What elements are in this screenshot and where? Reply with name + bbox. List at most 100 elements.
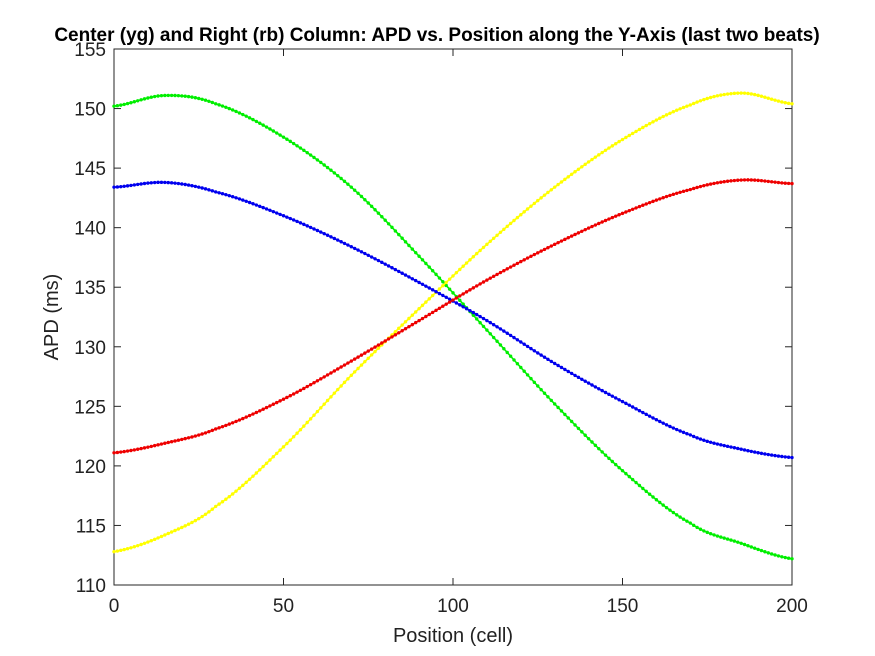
data-point: [664, 423, 669, 427]
data-point: [705, 96, 709, 101]
data-point: [214, 504, 218, 509]
data-point: [647, 121, 652, 126]
data-point: [390, 225, 394, 230]
data-point: [302, 222, 306, 227]
data-point: [719, 180, 723, 184]
data-point: [502, 329, 506, 333]
data-point: [325, 398, 330, 403]
data-point: [305, 150, 309, 155]
data-point: [115, 549, 120, 553]
data-point: [410, 313, 415, 317]
data-point: [414, 250, 418, 255]
data-point: [522, 210, 526, 214]
data-point: [251, 202, 255, 206]
data-point: [729, 445, 733, 449]
data-point: [261, 123, 265, 127]
data-point: [288, 139, 292, 144]
data-point: [766, 452, 770, 457]
data-point: [505, 350, 509, 355]
data-point: [166, 93, 170, 98]
series-3: [112, 180, 794, 460]
data-point: [163, 441, 167, 445]
data-point: [546, 190, 550, 195]
data-point: [478, 248, 482, 253]
data-point: [139, 98, 143, 102]
data-point: [285, 441, 289, 446]
data-point: [563, 177, 567, 182]
data-point: [756, 547, 760, 552]
data-point: [186, 94, 191, 99]
data-point: [414, 320, 418, 325]
data-point: [471, 310, 476, 315]
data-point: [291, 435, 296, 439]
data-point: [498, 343, 503, 347]
data-point: [668, 193, 672, 198]
data-point: [647, 492, 652, 496]
data-point: [349, 359, 353, 363]
data-point: [553, 402, 557, 406]
data-point: [478, 321, 482, 325]
data-point: [285, 215, 289, 219]
data-point: [573, 170, 577, 174]
data-point: [217, 426, 221, 430]
data-point: [708, 182, 713, 186]
data-point: [139, 446, 143, 451]
data-point: [691, 101, 696, 106]
data-point: [427, 265, 431, 269]
x-tick-label: 100: [437, 596, 469, 617]
data-point: [386, 222, 391, 226]
data-point: [241, 416, 245, 421]
data-point: [200, 97, 204, 101]
data-point: [532, 380, 537, 385]
data-point: [366, 356, 370, 360]
data-point: [142, 541, 147, 545]
data-point: [217, 103, 221, 107]
data-point: [237, 418, 242, 422]
data-point: [610, 394, 615, 398]
data-point: [112, 104, 116, 108]
data-point: [759, 548, 764, 553]
data-point: [369, 353, 374, 357]
data-point: [475, 312, 479, 317]
data-point: [698, 437, 703, 441]
data-point: [268, 127, 272, 131]
data-point: [505, 331, 509, 335]
data-point: [780, 181, 784, 185]
data-point: [559, 180, 564, 184]
data-point: [597, 387, 601, 391]
data-point: [366, 201, 370, 205]
data-point: [641, 486, 645, 491]
data-point: [458, 267, 462, 272]
data-point: [566, 175, 570, 179]
data-point: [702, 183, 706, 188]
data-point: [173, 439, 177, 443]
data-point: [136, 447, 140, 451]
data-point: [461, 302, 465, 306]
data-point: [146, 181, 150, 185]
data-point: [298, 221, 303, 225]
data-point: [549, 188, 554, 192]
data-point: [498, 270, 503, 275]
data-point: [464, 261, 469, 265]
data-point: [498, 230, 503, 234]
data-point: [702, 529, 706, 533]
data-point: [529, 254, 533, 259]
data-point: [322, 375, 326, 379]
data-point: [539, 353, 543, 357]
data-point: [369, 204, 374, 209]
x-tick-label: 150: [607, 596, 639, 617]
data-point: [603, 453, 608, 457]
data-point: [183, 436, 187, 441]
data-point: [152, 537, 157, 542]
y-tick-label: 155: [74, 40, 106, 61]
data-point: [417, 254, 421, 258]
data-point: [749, 449, 754, 454]
data-point: [363, 251, 367, 256]
data-point: [763, 179, 767, 183]
data-point: [380, 341, 384, 345]
data-point: [732, 91, 737, 96]
data-point: [634, 407, 638, 411]
series-1: [112, 93, 794, 561]
data-point: [342, 241, 347, 246]
data-point: [753, 92, 757, 97]
